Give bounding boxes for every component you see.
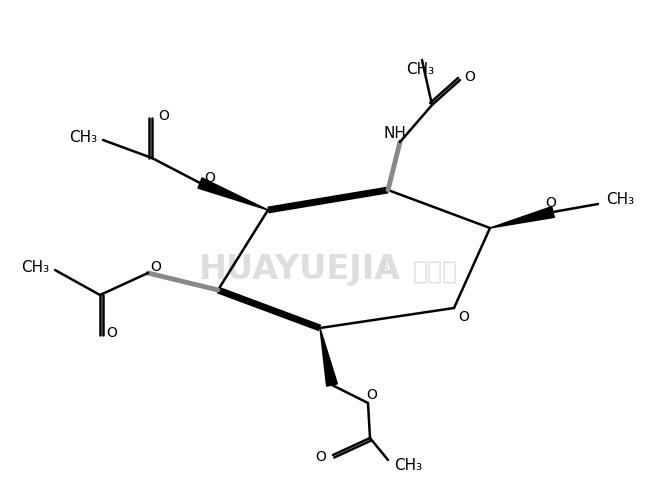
Text: CH₃: CH₃ — [21, 260, 49, 275]
Text: 化学加: 化学加 — [413, 260, 458, 284]
Text: O: O — [458, 310, 470, 324]
Text: CH₃: CH₃ — [406, 62, 434, 77]
Text: CH₃: CH₃ — [606, 192, 634, 207]
Text: O: O — [315, 450, 327, 464]
Text: ®: ® — [377, 261, 393, 276]
Polygon shape — [490, 207, 554, 228]
Polygon shape — [320, 328, 337, 386]
Text: CH₃: CH₃ — [69, 131, 97, 145]
Text: HUAYUEJIA: HUAYUEJIA — [199, 253, 401, 287]
Text: O: O — [204, 171, 216, 185]
Text: O: O — [546, 196, 556, 210]
Polygon shape — [198, 178, 268, 210]
Text: O: O — [464, 70, 476, 84]
Text: O: O — [367, 388, 377, 402]
Text: NH: NH — [383, 125, 406, 141]
Text: O: O — [150, 260, 162, 274]
Text: CH₃: CH₃ — [394, 457, 422, 472]
Text: O: O — [107, 326, 118, 340]
Text: O: O — [158, 109, 170, 123]
